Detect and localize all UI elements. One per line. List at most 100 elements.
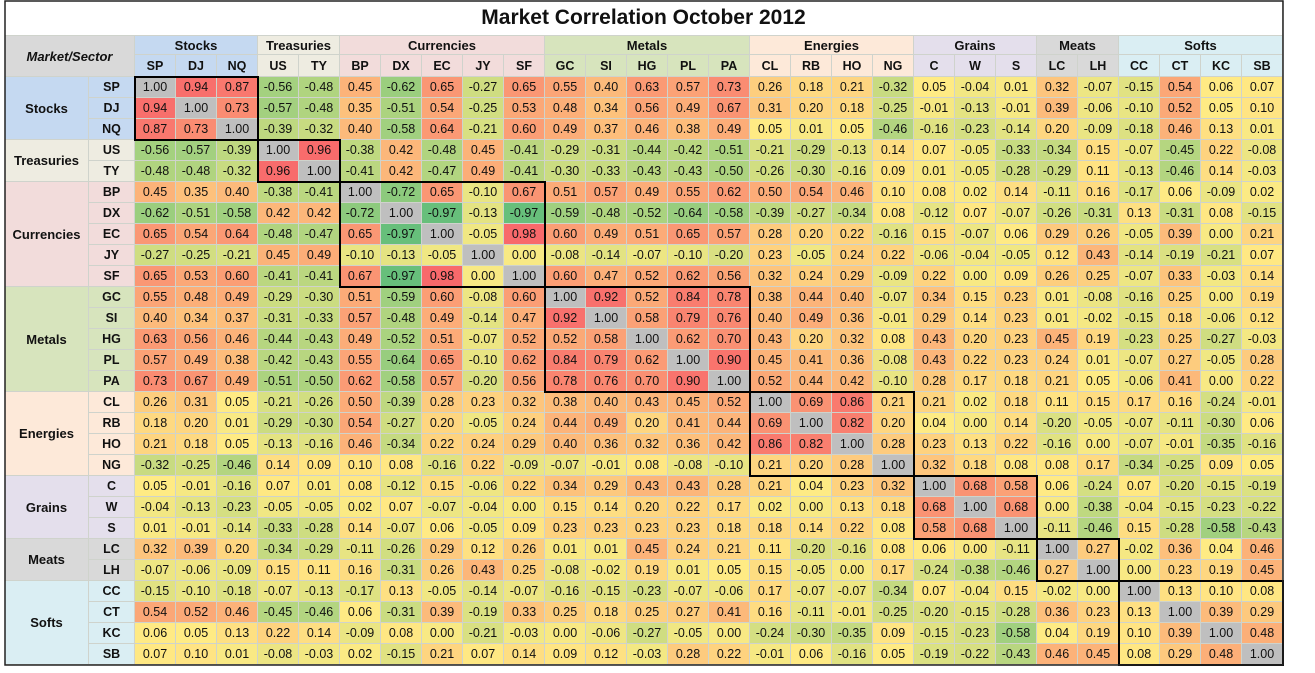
heatmap-cell: 0.25 <box>1078 266 1119 287</box>
heatmap-cell: 0.23 <box>750 245 791 266</box>
heatmap-cell: 0.45 <box>135 182 176 203</box>
heatmap-cell: 0.09 <box>545 644 586 665</box>
heatmap-cell: -0.39 <box>217 140 258 161</box>
heatmap-cell: 1.00 <box>1119 581 1160 602</box>
heatmap-cell: 0.76 <box>709 308 750 329</box>
heatmap-cell: -0.04 <box>955 581 996 602</box>
heatmap-cell: -0.01 <box>586 455 627 476</box>
heatmap-cell: 0.42 <box>258 203 299 224</box>
heatmap-cell: -0.17 <box>1119 182 1160 203</box>
group-header-grains: Grains <box>914 36 1037 55</box>
heatmap-cell: 0.37 <box>217 308 258 329</box>
heatmap-cell: -0.21 <box>1201 245 1242 266</box>
heatmap-cell: -0.16 <box>217 476 258 497</box>
heatmap-cell: 0.57 <box>135 350 176 371</box>
heatmap-cell: 0.09 <box>873 623 914 644</box>
heatmap-cell: -0.08 <box>1242 140 1283 161</box>
column-header-ct: CT <box>1160 55 1201 77</box>
heatmap-cell: 0.01 <box>1078 350 1119 371</box>
heatmap-cell: 0.92 <box>586 287 627 308</box>
heatmap-cell: 0.26 <box>422 560 463 581</box>
heatmap-cell: 0.46 <box>832 182 873 203</box>
column-header-sf: SF <box>504 55 545 77</box>
heatmap-cell: -0.24 <box>750 623 791 644</box>
heatmap-cell: 0.27 <box>1037 560 1078 581</box>
heatmap-cell: -0.05 <box>299 497 340 518</box>
heatmap-cell: -0.07 <box>1119 266 1160 287</box>
heatmap-cell: 0.39 <box>176 539 217 560</box>
heatmap-cell: 0.18 <box>832 98 873 119</box>
heatmap-cell: -0.30 <box>1201 413 1242 434</box>
heatmap-cell: -0.01 <box>832 602 873 623</box>
heatmap-cell: -0.07 <box>832 581 873 602</box>
heatmap-cell: 0.01 <box>586 539 627 560</box>
heatmap-cell: 0.01 <box>217 413 258 434</box>
heatmap-cell: 0.12 <box>1037 245 1078 266</box>
heatmap-cell: 0.17 <box>1078 455 1119 476</box>
heatmap-cell: 0.64 <box>422 119 463 140</box>
heatmap-cell: -0.19 <box>1242 476 1283 497</box>
heatmap-cell: 0.49 <box>176 350 217 371</box>
heatmap-cell: 0.20 <box>627 413 668 434</box>
heatmap-cell: 0.52 <box>1160 98 1201 119</box>
heatmap-cell: 0.01 <box>217 644 258 665</box>
heatmap-cell: 0.34 <box>176 308 217 329</box>
heatmap-cell: 0.54 <box>135 602 176 623</box>
chart-title: Market Correlation October 2012 <box>5 0 1283 36</box>
heatmap-cell: 0.00 <box>1037 497 1078 518</box>
heatmap-cell: 0.79 <box>586 350 627 371</box>
heatmap-cell: -0.10 <box>709 455 750 476</box>
heatmap-cell: 0.26 <box>135 392 176 413</box>
heatmap-cell: -0.24 <box>914 560 955 581</box>
heatmap-cell: 0.23 <box>996 308 1037 329</box>
heatmap-cell: 0.28 <box>422 392 463 413</box>
heatmap-cell: 1.00 <box>1201 623 1242 644</box>
heatmap-cell: -0.31 <box>258 308 299 329</box>
heatmap-cell: 0.17 <box>750 581 791 602</box>
heatmap-cell: -0.05 <box>668 623 709 644</box>
heatmap-cell: -0.29 <box>545 140 586 161</box>
heatmap-cell: 0.20 <box>176 413 217 434</box>
heatmap-cell: 0.47 <box>586 266 627 287</box>
heatmap-cell: -0.29 <box>1037 161 1078 182</box>
heatmap-cell: -0.42 <box>258 350 299 371</box>
heatmap-cell: -0.04 <box>135 497 176 518</box>
row-header-jy: JY <box>89 245 135 266</box>
heatmap-cell: -0.03 <box>299 644 340 665</box>
heatmap-cell: 0.52 <box>709 392 750 413</box>
heatmap-cell: 0.57 <box>709 224 750 245</box>
heatmap-cell: -0.14 <box>217 518 258 539</box>
column-header-w: W <box>955 55 996 77</box>
heatmap-cell: 0.20 <box>1037 119 1078 140</box>
row-group-metals: Metals <box>5 287 89 392</box>
heatmap-cell: 0.12 <box>463 539 504 560</box>
heatmap-cell: 0.00 <box>1078 581 1119 602</box>
heatmap-cell: -0.08 <box>463 287 504 308</box>
heatmap-cell: 0.01 <box>668 560 709 581</box>
heatmap-cell: -0.21 <box>750 140 791 161</box>
column-header-cl: CL <box>750 55 791 77</box>
heatmap-cell: -0.08 <box>545 245 586 266</box>
heatmap-cell: 0.42 <box>381 161 422 182</box>
heatmap-cell: 0.60 <box>545 266 586 287</box>
heatmap-cell: -0.46 <box>996 560 1037 581</box>
heatmap-cell: 0.53 <box>504 98 545 119</box>
heatmap-cell: 0.05 <box>217 434 258 455</box>
heatmap-cell: -0.38 <box>955 560 996 581</box>
heatmap-cell: 0.20 <box>791 455 832 476</box>
heatmap-cell: -0.07 <box>668 581 709 602</box>
heatmap-cell: 0.06 <box>996 224 1037 245</box>
heatmap-cell: 0.09 <box>504 518 545 539</box>
heatmap-cell: 0.15 <box>545 497 586 518</box>
heatmap-cell: 0.52 <box>627 266 668 287</box>
heatmap-cell: 0.05 <box>176 623 217 644</box>
heatmap-cell: -0.15 <box>1242 203 1283 224</box>
heatmap-cell: 0.32 <box>750 266 791 287</box>
row-header-us: US <box>89 140 135 161</box>
heatmap-cell: -0.43 <box>668 161 709 182</box>
column-header-c: C <box>914 55 955 77</box>
column-header-rb: RB <box>791 55 832 77</box>
heatmap-cell: 0.19 <box>627 560 668 581</box>
heatmap-cell: 0.20 <box>791 224 832 245</box>
heatmap-cell: -0.72 <box>381 182 422 203</box>
